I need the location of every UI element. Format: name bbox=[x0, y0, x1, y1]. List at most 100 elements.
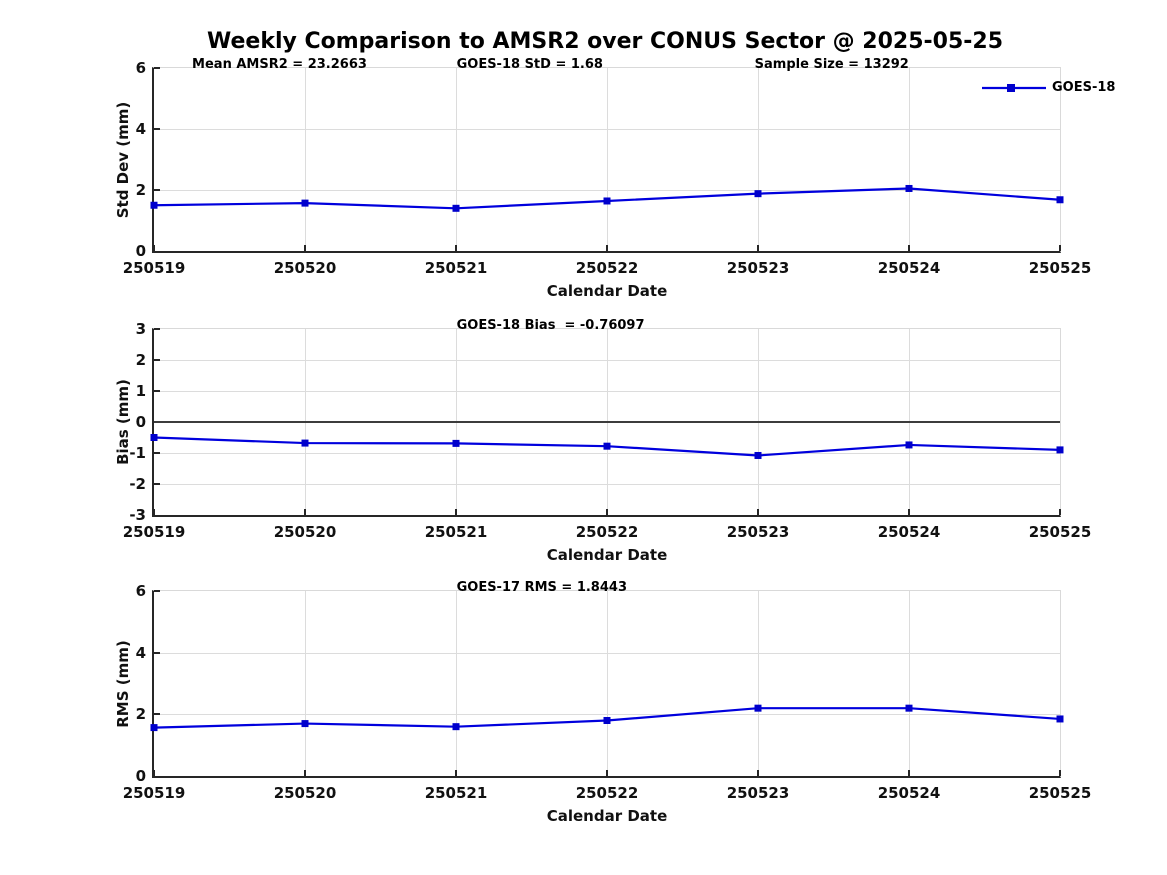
data-point-marker bbox=[1056, 446, 1064, 454]
x-axis-label: Calendar Date bbox=[546, 807, 668, 825]
plot-canvas-rms bbox=[150, 704, 1064, 732]
tick-mark bbox=[153, 509, 155, 515]
gridline bbox=[154, 652, 1060, 654]
data-point-marker bbox=[150, 201, 158, 209]
x-tick-label: 250524 bbox=[877, 259, 941, 277]
data-point-marker bbox=[603, 717, 611, 724]
x-axis-label: Calendar Date bbox=[546, 546, 668, 564]
x-tick-label: 250520 bbox=[273, 523, 337, 541]
tick-mark bbox=[154, 189, 160, 191]
y-tick-label: 4 bbox=[135, 643, 146, 662]
data-point-marker bbox=[603, 442, 611, 450]
data-point-marker bbox=[754, 190, 762, 198]
data-point-marker bbox=[452, 204, 460, 212]
y-tick-label: 6 bbox=[135, 582, 146, 600]
tick-mark bbox=[757, 770, 759, 776]
gridline bbox=[154, 484, 1060, 485]
legend-label: GOES-18 bbox=[1052, 80, 1116, 95]
y-tick-label: 6 bbox=[135, 59, 146, 77]
tick-mark bbox=[606, 509, 608, 515]
annotation: Mean AMSR2 = 23.2663 bbox=[192, 57, 367, 72]
tick-mark bbox=[757, 509, 759, 515]
x-tick-label: 250522 bbox=[575, 784, 639, 802]
tick-mark bbox=[1059, 770, 1061, 776]
data-point-marker bbox=[301, 199, 309, 207]
data-point-marker bbox=[905, 184, 913, 192]
tick-mark bbox=[304, 509, 306, 515]
data-point-marker bbox=[1056, 715, 1064, 723]
chart-title: Weekly Comparison to AMSR2 over CONUS Se… bbox=[207, 29, 1003, 54]
tick-mark bbox=[455, 770, 457, 776]
plot-canvas-bias bbox=[150, 434, 1064, 459]
tick-mark bbox=[154, 359, 160, 361]
y-axis-label: RMS (mm) bbox=[114, 639, 132, 728]
data-point-marker bbox=[150, 434, 158, 441]
tick-mark bbox=[304, 770, 306, 776]
data-point-marker bbox=[452, 723, 460, 731]
data-point-marker bbox=[754, 451, 762, 459]
gridline bbox=[154, 453, 1060, 454]
zero-reference-line bbox=[154, 421, 1060, 423]
annotation: GOES-18 Bias = -0.76097 bbox=[456, 318, 645, 333]
data-point-marker bbox=[905, 704, 913, 712]
data-point-marker bbox=[603, 197, 611, 205]
annotation: GOES-17 RMS = 1.8443 bbox=[456, 580, 627, 595]
y-axis-label: Bias (mm) bbox=[114, 379, 132, 465]
tick-mark bbox=[606, 245, 608, 251]
plot-canvas-stddev bbox=[150, 184, 1064, 212]
x-tick-label: 250521 bbox=[424, 523, 488, 541]
gridline bbox=[909, 68, 910, 251]
x-tick-label: 250521 bbox=[424, 784, 488, 802]
gridline bbox=[607, 68, 608, 251]
x-tick-label: 250519 bbox=[122, 259, 186, 277]
y-tick-label: 2 bbox=[135, 181, 146, 199]
y-tick-label: 0 bbox=[135, 242, 146, 260]
tick-mark bbox=[1059, 509, 1061, 515]
tick-mark bbox=[455, 245, 457, 251]
tick-mark bbox=[908, 770, 910, 776]
data-point-marker bbox=[452, 439, 460, 447]
x-tick-label: 250520 bbox=[273, 259, 337, 277]
x-tick-label: 250521 bbox=[424, 259, 488, 277]
y-axis-label: Std Dev (mm) bbox=[114, 101, 132, 218]
legend-line-sample bbox=[982, 83, 1046, 92]
data-point-marker bbox=[754, 704, 762, 712]
tick-mark bbox=[1059, 245, 1061, 251]
x-axis-label: Calendar Date bbox=[546, 282, 668, 300]
gridline bbox=[305, 591, 306, 776]
tick-mark bbox=[304, 245, 306, 251]
x-tick-label: 250520 bbox=[273, 784, 337, 802]
gridline bbox=[154, 391, 1060, 392]
tick-mark bbox=[154, 713, 160, 716]
gridline bbox=[607, 591, 608, 776]
tick-mark bbox=[154, 328, 160, 330]
data-point-marker bbox=[301, 439, 309, 447]
tick-mark bbox=[154, 452, 160, 454]
x-tick-label: 250519 bbox=[122, 523, 186, 541]
tick-mark bbox=[908, 509, 910, 515]
x-tick-label: 250525 bbox=[1028, 523, 1092, 541]
data-point-marker bbox=[150, 724, 158, 732]
gridline bbox=[154, 129, 1060, 130]
y-tick-label: 3 bbox=[135, 320, 146, 338]
gridline bbox=[305, 68, 306, 251]
y-tick-label: 0 bbox=[135, 413, 146, 431]
gridline bbox=[154, 190, 1060, 191]
x-tick-label: 250524 bbox=[877, 784, 941, 802]
gridline bbox=[456, 591, 457, 776]
y-tick-label: 2 bbox=[135, 351, 146, 369]
gridline bbox=[758, 591, 759, 776]
data-point-marker bbox=[1056, 196, 1064, 204]
legend: GOES-18 bbox=[982, 80, 1115, 95]
annotation: GOES-18 StD = 1.68 bbox=[456, 57, 603, 72]
annotation: Sample Size = 13292 bbox=[754, 57, 909, 72]
y-tick-label: 1 bbox=[135, 382, 146, 400]
gridline bbox=[154, 714, 1060, 716]
x-tick-label: 250524 bbox=[877, 523, 941, 541]
x-tick-label: 250519 bbox=[122, 784, 186, 802]
tick-mark bbox=[757, 245, 759, 251]
tick-mark bbox=[154, 651, 160, 654]
y-tick-label: 2 bbox=[135, 705, 146, 724]
x-tick-label: 250522 bbox=[575, 259, 639, 277]
